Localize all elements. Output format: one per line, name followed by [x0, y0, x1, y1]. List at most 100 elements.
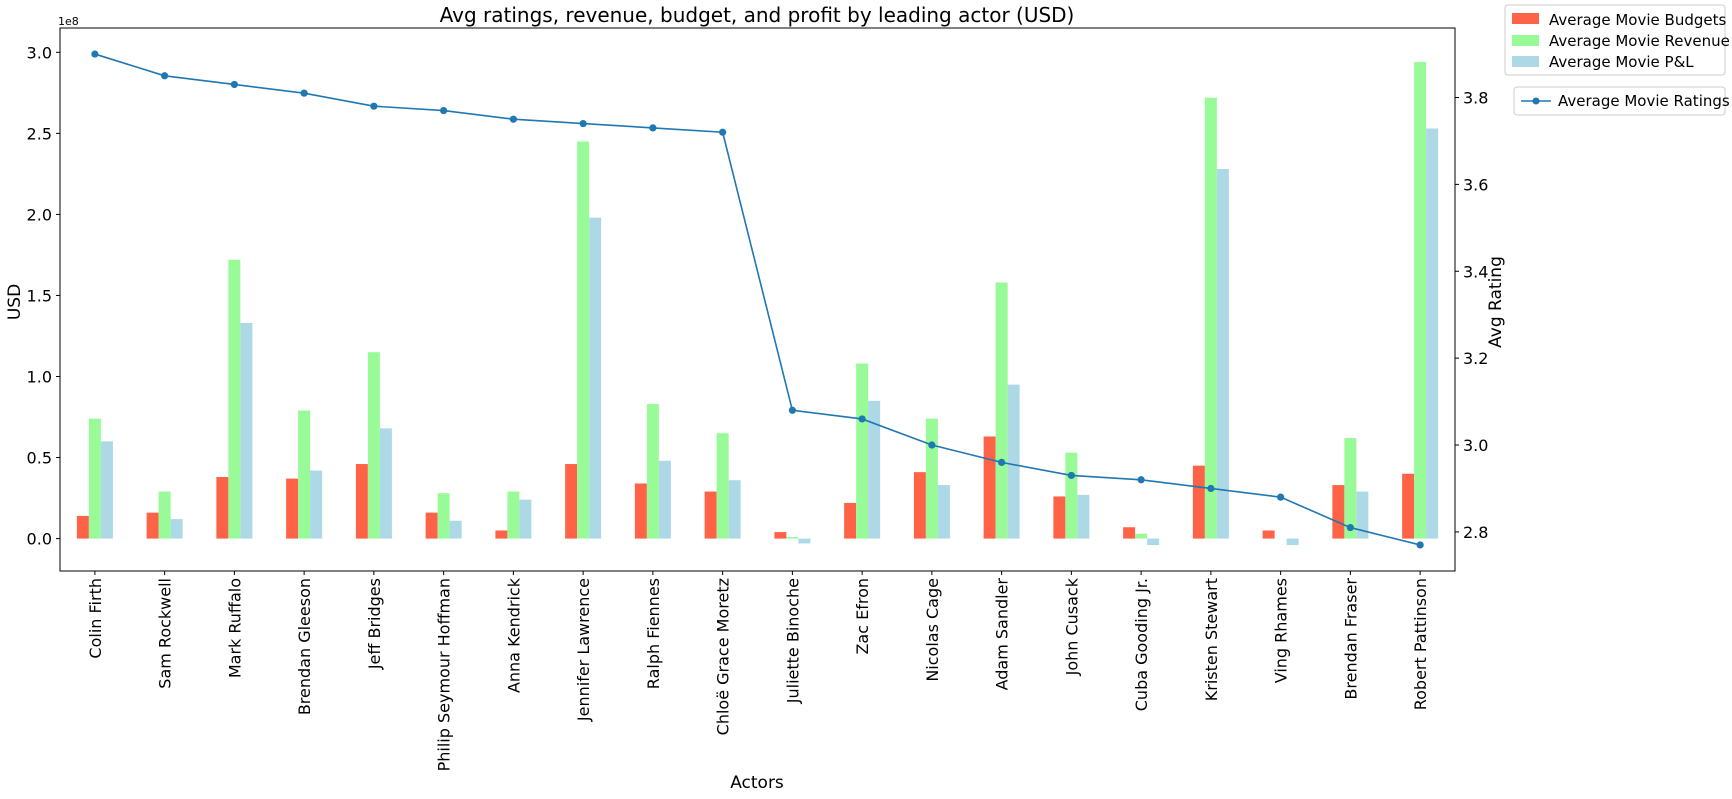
bar-0-18	[1332, 485, 1345, 539]
bar-2-7	[589, 217, 602, 539]
rating-point-4	[370, 102, 378, 110]
rating-point-16	[1207, 484, 1215, 493]
bar-0-4	[355, 464, 368, 539]
rating-point-12	[928, 441, 936, 449]
chart-title: Avg ratings, revenue, budget, and profit…	[440, 3, 1075, 27]
x-tick-label-12: Nicolas Cage	[923, 578, 942, 682]
line-legend-frame	[1513, 86, 1726, 116]
bar-2-8	[658, 460, 671, 539]
x-tick-label-15: Cuba Gooding Jr.	[1132, 578, 1151, 711]
bar-1-2	[228, 259, 241, 539]
bar-1-3	[298, 410, 311, 539]
bar-1-19	[1414, 62, 1427, 539]
y-tick-label-1: 0.5	[27, 449, 52, 468]
y2-tick-label-3: 3.4	[1463, 262, 1488, 281]
bar-1-8	[646, 404, 659, 539]
bar-0-0	[76, 515, 89, 539]
rating-line-layer	[91, 50, 1424, 549]
x-tick-label-7: Jennifer Lawrence	[574, 578, 593, 722]
y-tick-label-3: 1.5	[27, 286, 52, 305]
bar-1-10	[786, 536, 799, 539]
y2-axis-title: Avg Rating	[1486, 256, 1506, 348]
bar-2-15	[1147, 538, 1160, 546]
x-axis-title: Actors	[730, 773, 784, 793]
bar-0-16	[1192, 465, 1205, 539]
bar-2-14	[1077, 494, 1090, 539]
x-tick-label-18: Brendan Fraser	[1341, 578, 1360, 700]
bar-0-3	[286, 478, 299, 539]
rating-point-14	[1067, 471, 1075, 480]
y-axis-title: USD	[5, 284, 25, 320]
y-tick-label-2: 1.0	[27, 367, 52, 386]
y2-tick-label-4: 3.6	[1463, 175, 1488, 194]
bar-2-10	[798, 538, 811, 544]
y-tick-label-0: 0.0	[27, 530, 52, 549]
bar-2-12	[937, 485, 950, 539]
x-tick-label-10: Juliette Binoche	[783, 578, 802, 704]
x-axis-ticks: Colin Firth Sam Rockwell Mark Ruffalo Brend…	[86, 571, 1430, 771]
legend-marker-ratings	[1532, 97, 1540, 105]
bar-0-2	[216, 476, 229, 539]
bar-2-9	[728, 480, 741, 539]
rating-point-11	[858, 415, 866, 423]
bar-0-8	[634, 483, 647, 539]
rating-point-13	[998, 458, 1006, 466]
bar-2-13	[1007, 384, 1020, 539]
bar-2-6	[519, 499, 532, 539]
x-tick-label-6: Anna Kendrick	[504, 577, 523, 693]
rating-point-0	[91, 50, 99, 58]
bar-2-11	[868, 400, 881, 539]
y-tick-label-4: 2.0	[27, 205, 52, 224]
rating-point-9	[719, 128, 727, 136]
bar-2-17	[1286, 538, 1299, 546]
x-tick-label-0: Colin Firth	[86, 578, 105, 659]
bar-1-9	[716, 433, 729, 539]
bar-1-16	[1204, 97, 1217, 539]
bar-legend: Average Movie Budgets Average Movie Reve…	[1504, 4, 1730, 76]
rating-point-18	[1346, 523, 1354, 532]
rating-point-5	[440, 106, 448, 115]
legend-label-revenue: Average Movie Revenue	[1549, 32, 1730, 50]
bar-2-3	[310, 470, 323, 539]
legend-label-pl: Average Movie P&L	[1549, 53, 1694, 71]
y-axis-offset-label: 1e8	[58, 15, 79, 28]
rating-point-19	[1416, 541, 1424, 549]
x-tick-label-3: Brendan Gleeson	[295, 578, 314, 715]
x-tick-label-1: Sam Rockwell	[156, 578, 175, 689]
bar-2-4	[379, 428, 392, 539]
bar-0-6	[495, 530, 508, 539]
bar-0-13	[983, 436, 996, 539]
y2-tick-label-0: 2.8	[1463, 523, 1488, 542]
bar-1-6	[507, 491, 520, 539]
bar-0-1	[146, 512, 159, 539]
bar-1-12	[925, 418, 938, 539]
bars-layer	[76, 62, 1439, 546]
rating-point-6	[509, 115, 517, 123]
bar-0-17	[1262, 530, 1275, 539]
y2-axis-ticks: 2.8 3.0 3.2 3.4 3.6 3.8	[1455, 89, 1488, 542]
x-tick-label-17: Ving Rhames	[1272, 578, 1291, 683]
legend-swatch-budgets	[1512, 13, 1539, 24]
bar-legend-frame	[1504, 4, 1726, 76]
bar-1-11	[856, 363, 869, 539]
y2-tick-label-5: 3.8	[1463, 89, 1488, 108]
bar-2-1	[170, 519, 183, 539]
bar-2-16	[1216, 169, 1229, 539]
x-tick-label-11: Zac Efron	[853, 578, 872, 655]
bar-0-7	[565, 464, 578, 539]
y2-tick-label-2: 3.2	[1463, 349, 1488, 368]
x-tick-label-14: John Cusack	[1062, 577, 1081, 676]
bar-0-5	[425, 512, 438, 539]
bar-2-19	[1426, 128, 1439, 539]
bar-0-11	[844, 502, 857, 539]
rating-point-8	[649, 124, 657, 132]
bar-1-14	[1065, 452, 1078, 539]
y-tick-label-5: 2.5	[27, 124, 52, 143]
bar-0-19	[1402, 473, 1415, 539]
legend-swatch-pl	[1512, 56, 1539, 67]
rating-point-1	[161, 72, 169, 80]
rating-line	[94, 53, 1421, 546]
x-tick-label-9: Chloë Grace Moretz	[714, 578, 733, 735]
bar-0-9	[704, 491, 717, 539]
